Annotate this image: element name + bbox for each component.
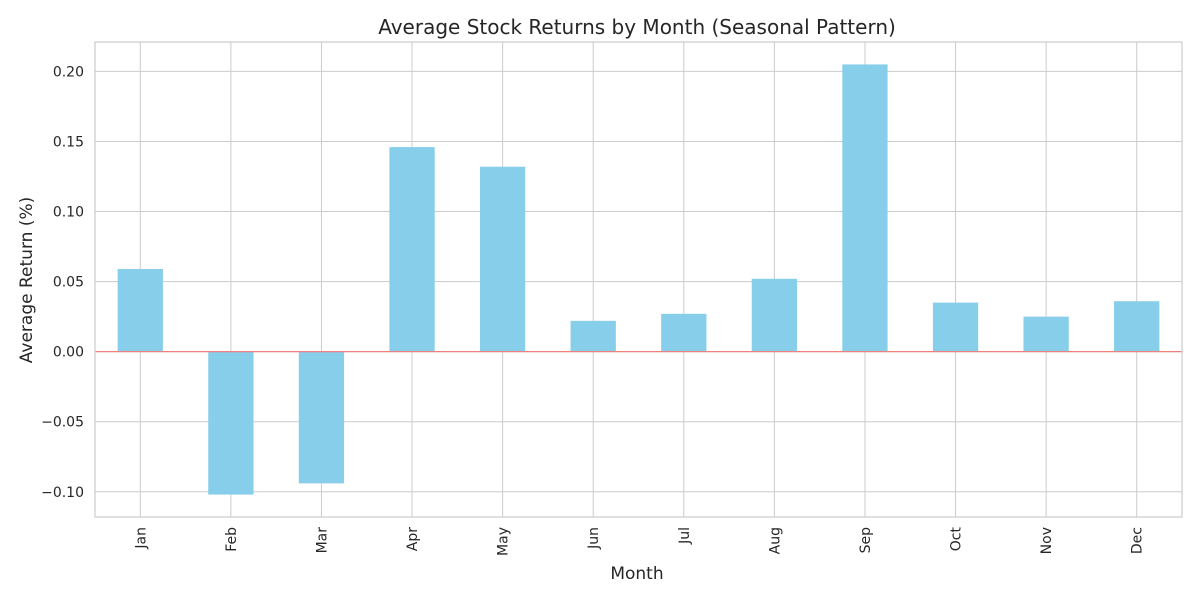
bar-dec xyxy=(1114,301,1160,352)
y-tick-labels: −0.10 −0.05 0.00 0.05 0.10 0.15 0.20 xyxy=(41,64,84,500)
y-axis-label: Average Return (%) xyxy=(17,197,37,363)
y-tick-label: 0.15 xyxy=(53,134,84,150)
bar-nov xyxy=(1023,316,1069,352)
x-tick-label: Oct xyxy=(949,527,965,552)
bar-feb xyxy=(208,351,254,495)
bar-apr xyxy=(389,147,435,352)
x-tick-label: Jul xyxy=(677,527,693,545)
x-tick-label: Apr xyxy=(405,527,421,551)
y-tick-label: 0.20 xyxy=(53,64,84,80)
bar-jun xyxy=(570,320,616,352)
x-tick-labels: Jan Feb Mar Apr May Jun Jul Aug Sep Oct Nov Dec xyxy=(133,527,1145,556)
bars xyxy=(117,64,1160,495)
x-tick-label: Mar xyxy=(314,527,330,554)
y-tick-label: −0.10 xyxy=(41,485,84,501)
y-tick-label: 0.05 xyxy=(53,275,84,291)
x-tick-label: Jan xyxy=(133,527,149,550)
chart-title: Average Stock Returns by Month (Seasonal… xyxy=(378,15,896,39)
y-tick-label: −0.05 xyxy=(41,415,84,431)
bar-oct xyxy=(932,302,979,352)
y-tick-label: 0.10 xyxy=(53,205,84,221)
x-tick-label: Nov xyxy=(1039,527,1055,554)
bar-may xyxy=(479,166,526,352)
bar-jan xyxy=(117,268,163,352)
grid xyxy=(95,42,1182,517)
x-tick-label: May xyxy=(496,527,512,556)
bar-mar xyxy=(298,351,345,484)
x-tick-label: Sep xyxy=(858,527,874,554)
x-axis-label: Month xyxy=(610,564,663,584)
bar-aug xyxy=(751,278,798,352)
x-tick-label: Aug xyxy=(767,527,783,554)
y-tick-label: 0.00 xyxy=(53,345,84,361)
x-tick-label: Feb xyxy=(224,527,240,552)
x-tick-label: Dec xyxy=(1130,527,1146,554)
plot-frame xyxy=(94,41,1183,518)
bar-sep xyxy=(842,64,888,352)
bar-jul xyxy=(661,313,707,352)
x-tick-label: Jun xyxy=(586,527,602,550)
